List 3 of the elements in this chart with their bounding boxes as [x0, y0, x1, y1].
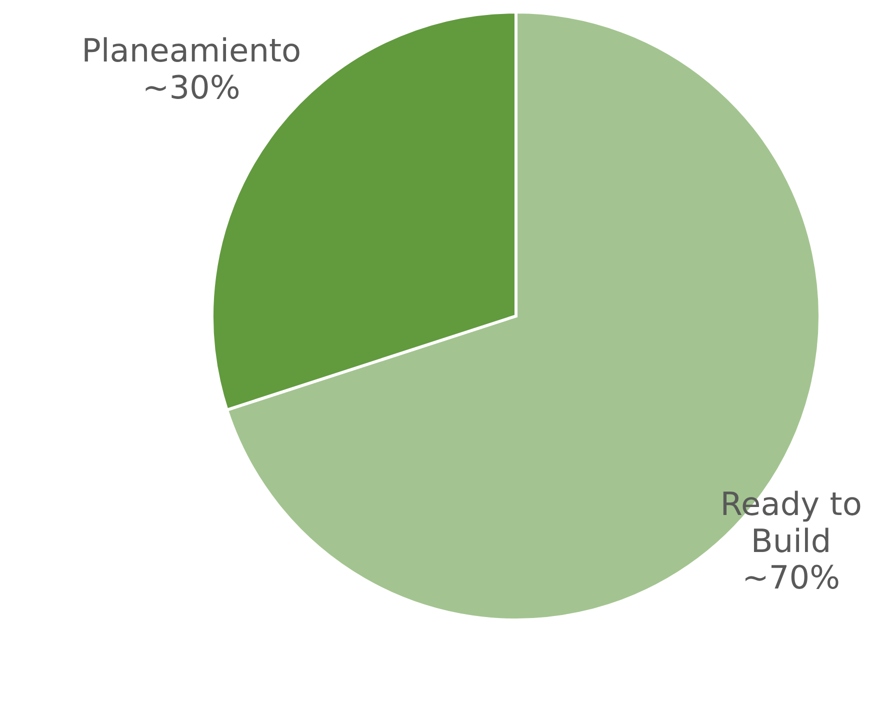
slice-label: Planeamiento — [82, 32, 302, 70]
data-label: ~30% — [142, 68, 240, 107]
data-label: ~70% — [742, 558, 840, 597]
